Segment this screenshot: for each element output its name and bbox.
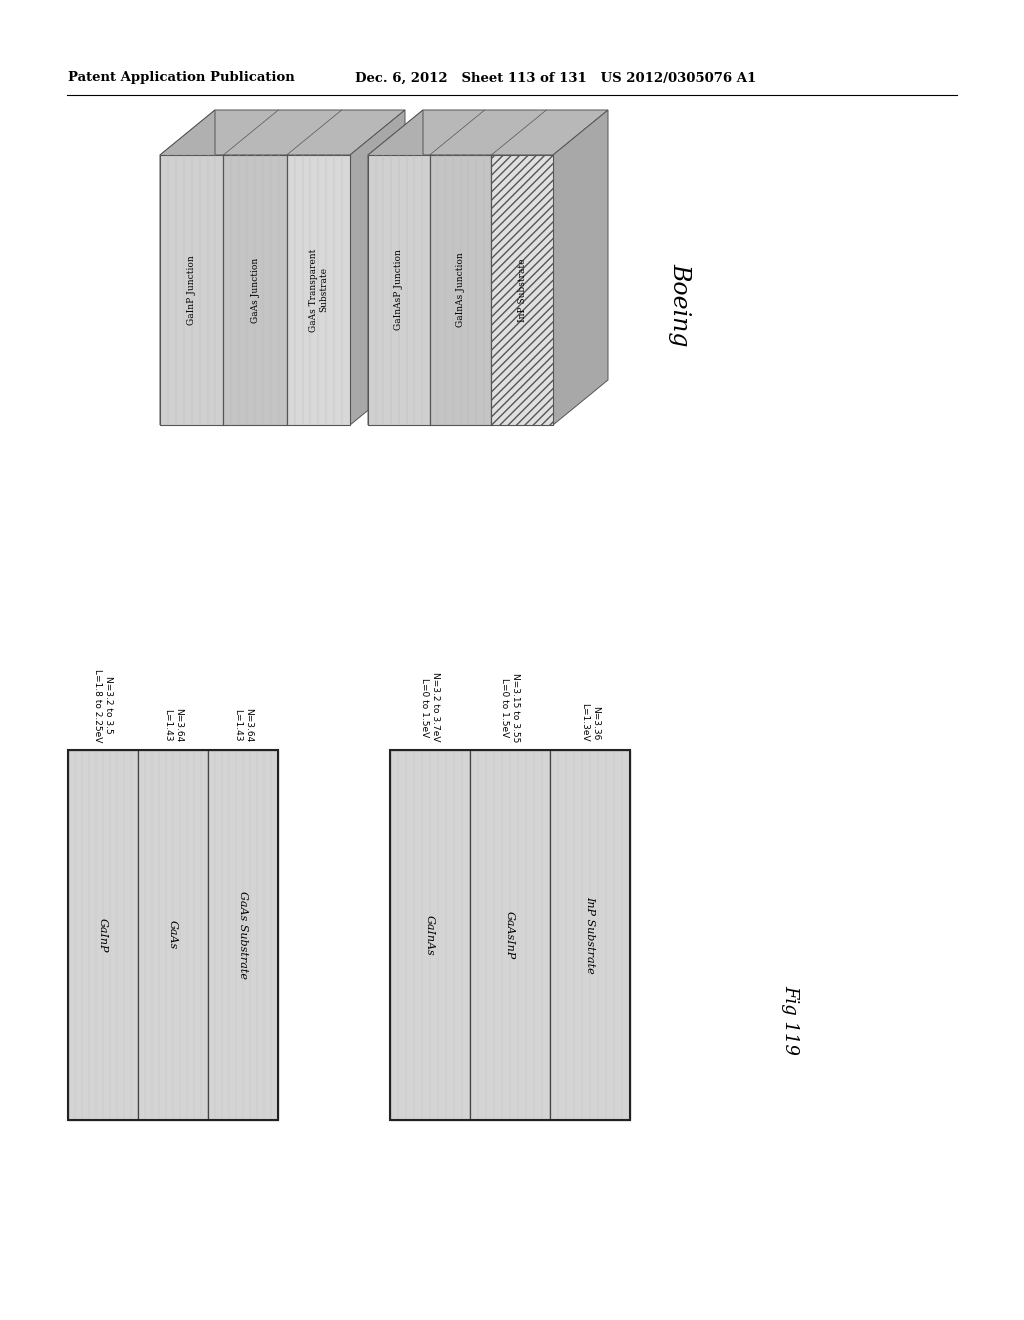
Polygon shape	[390, 750, 470, 1119]
Text: GaInAs Junction: GaInAs Junction	[456, 252, 465, 327]
Polygon shape	[160, 154, 223, 425]
Text: N=3.64
L=1.43: N=3.64 L=1.43	[163, 708, 182, 742]
Polygon shape	[553, 110, 608, 425]
Text: GaAs Transparent
Substrate: GaAs Transparent Substrate	[308, 248, 328, 331]
Polygon shape	[160, 110, 406, 154]
Polygon shape	[160, 110, 215, 425]
Polygon shape	[350, 110, 406, 425]
Polygon shape	[208, 750, 278, 1119]
Text: GaInAs: GaInAs	[425, 915, 435, 956]
Text: GaAsInP: GaAsInP	[505, 911, 515, 960]
Polygon shape	[470, 750, 550, 1119]
Polygon shape	[492, 154, 553, 425]
Polygon shape	[430, 154, 492, 425]
Text: Patent Application Publication: Patent Application Publication	[68, 71, 295, 84]
Polygon shape	[368, 110, 608, 154]
Polygon shape	[368, 110, 423, 425]
Text: GaAs Substrate: GaAs Substrate	[238, 891, 248, 979]
Text: GaInP: GaInP	[98, 917, 108, 952]
Text: N=3.36
L=1.3eV: N=3.36 L=1.3eV	[581, 704, 600, 742]
Polygon shape	[550, 750, 630, 1119]
Text: InP Substrate: InP Substrate	[585, 896, 595, 974]
Text: GaInP Junction: GaInP Junction	[187, 255, 197, 325]
Polygon shape	[223, 154, 287, 425]
Polygon shape	[68, 750, 138, 1119]
Text: Boeing: Boeing	[669, 263, 691, 347]
Text: N=3.15 to 3.55
L=0 to 1.5eV: N=3.15 to 3.55 L=0 to 1.5eV	[501, 673, 520, 742]
Polygon shape	[138, 750, 208, 1119]
Text: GaAs: GaAs	[168, 920, 178, 949]
Text: GaInAsP Junction: GaInAsP Junction	[394, 249, 403, 330]
Text: Fig 119: Fig 119	[781, 985, 799, 1055]
Text: N=3.64
L=1.43: N=3.64 L=1.43	[233, 708, 253, 742]
Text: Dec. 6, 2012   Sheet 113 of 131   US 2012/0305076 A1: Dec. 6, 2012 Sheet 113 of 131 US 2012/03…	[355, 71, 757, 84]
Polygon shape	[287, 154, 350, 425]
Text: N=3.2 to 3.5
L=1.8 to 2.25eV: N=3.2 to 3.5 L=1.8 to 2.25eV	[93, 669, 113, 742]
Text: InP Substrate: InP Substrate	[518, 259, 526, 322]
Text: N=3.2 to 3.7eV
L=0 to 1.5eV: N=3.2 to 3.7eV L=0 to 1.5eV	[420, 672, 439, 742]
Polygon shape	[368, 154, 430, 425]
Text: GaAs Junction: GaAs Junction	[251, 257, 259, 322]
